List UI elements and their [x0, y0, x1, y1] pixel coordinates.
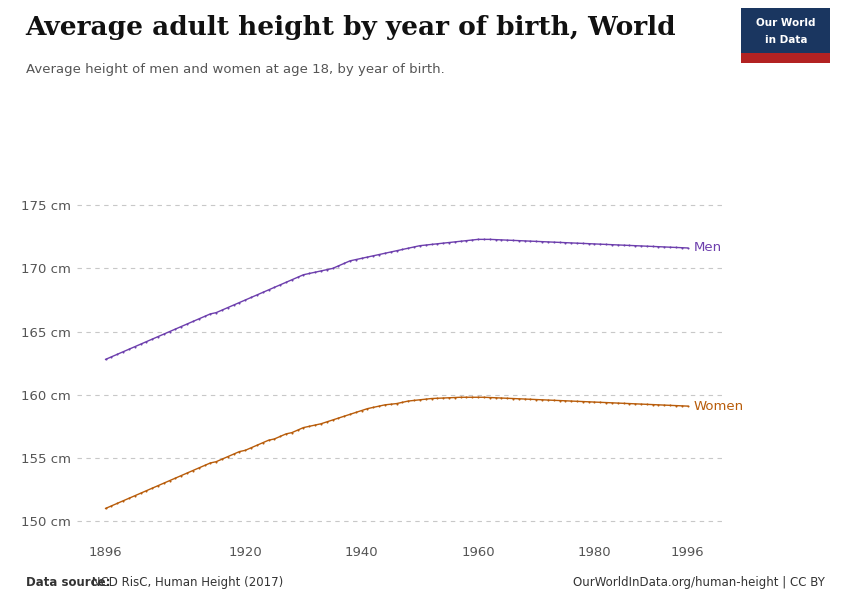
- Text: Women: Women: [694, 400, 744, 413]
- Text: Average height of men and women at age 18, by year of birth.: Average height of men and women at age 1…: [26, 63, 445, 76]
- Text: Men: Men: [694, 241, 722, 254]
- Text: OurWorldInData.org/human-height | CC BY: OurWorldInData.org/human-height | CC BY: [573, 576, 824, 589]
- Text: Our World: Our World: [756, 18, 816, 28]
- Text: in Data: in Data: [765, 35, 808, 45]
- Bar: [741, 53, 830, 63]
- Text: Data source:: Data source:: [26, 576, 110, 589]
- Text: Average adult height by year of birth, World: Average adult height by year of birth, W…: [26, 15, 676, 40]
- Text: NCD RisC, Human Height (2017): NCD RisC, Human Height (2017): [88, 576, 283, 589]
